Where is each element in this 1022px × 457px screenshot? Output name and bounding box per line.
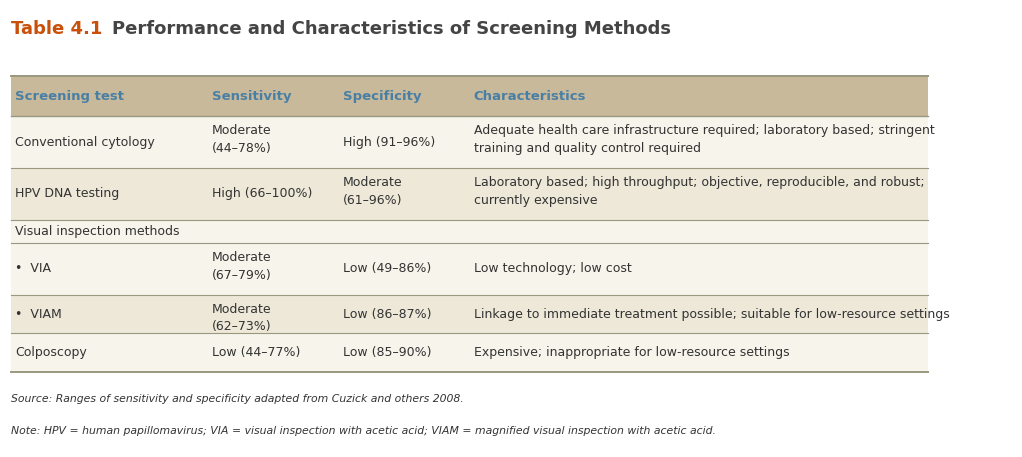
- Text: •  VIAM: • VIAM: [15, 308, 62, 320]
- Text: Low (85–90%): Low (85–90%): [342, 346, 431, 359]
- Bar: [11, 76, 928, 116]
- Bar: [11, 295, 928, 333]
- Bar: [11, 333, 928, 372]
- Text: Low (49–86%): Low (49–86%): [342, 262, 431, 276]
- Text: Moderate
(61–96%): Moderate (61–96%): [342, 176, 403, 207]
- Text: Linkage to immediate treatment possible; suitable for low-resource settings: Linkage to immediate treatment possible;…: [474, 308, 949, 320]
- Bar: [11, 116, 928, 168]
- Text: Specificity: Specificity: [342, 90, 421, 103]
- Text: Performance and Characteristics of Screening Methods: Performance and Characteristics of Scree…: [111, 20, 670, 37]
- Bar: [11, 168, 928, 219]
- Text: Laboratory based; high throughput; objective, reproducible, and robust;
currentl: Laboratory based; high throughput; objec…: [474, 176, 925, 207]
- Text: High (66–100%): High (66–100%): [212, 187, 313, 200]
- Text: High (91–96%): High (91–96%): [342, 136, 435, 149]
- Text: Colposcopy: Colposcopy: [15, 346, 87, 359]
- Bar: [11, 219, 928, 243]
- Text: Screening test: Screening test: [15, 90, 125, 103]
- Text: Low (86–87%): Low (86–87%): [342, 308, 431, 320]
- Text: Expensive; inappropriate for low-resource settings: Expensive; inappropriate for low-resourc…: [474, 346, 789, 359]
- Text: •  VIA: • VIA: [15, 262, 51, 276]
- Text: Moderate
(44–78%): Moderate (44–78%): [212, 124, 272, 155]
- Text: Low technology; low cost: Low technology; low cost: [474, 262, 632, 276]
- Text: Adequate health care infrastructure required; laboratory based; stringent
traini: Adequate health care infrastructure requ…: [474, 124, 934, 155]
- Text: Conventional cytology: Conventional cytology: [15, 136, 155, 149]
- Text: Note: HPV = human papillomavirus; VIA = visual inspection with acetic acid; VIAM: Note: HPV = human papillomavirus; VIA = …: [11, 426, 715, 436]
- Text: Characteristics: Characteristics: [474, 90, 587, 103]
- Bar: [11, 243, 928, 295]
- Text: Visual inspection methods: Visual inspection methods: [15, 225, 180, 238]
- Text: Low (44–77%): Low (44–77%): [212, 346, 300, 359]
- Text: Sensitivity: Sensitivity: [212, 90, 291, 103]
- Text: Source: Ranges of sensitivity and specificity adapted from Cuzick and others 200: Source: Ranges of sensitivity and specif…: [11, 394, 464, 404]
- Text: HPV DNA testing: HPV DNA testing: [15, 187, 120, 200]
- Text: Moderate
(62–73%): Moderate (62–73%): [212, 303, 272, 334]
- Text: Moderate
(67–79%): Moderate (67–79%): [212, 251, 272, 282]
- Text: Table 4.1: Table 4.1: [11, 20, 114, 37]
